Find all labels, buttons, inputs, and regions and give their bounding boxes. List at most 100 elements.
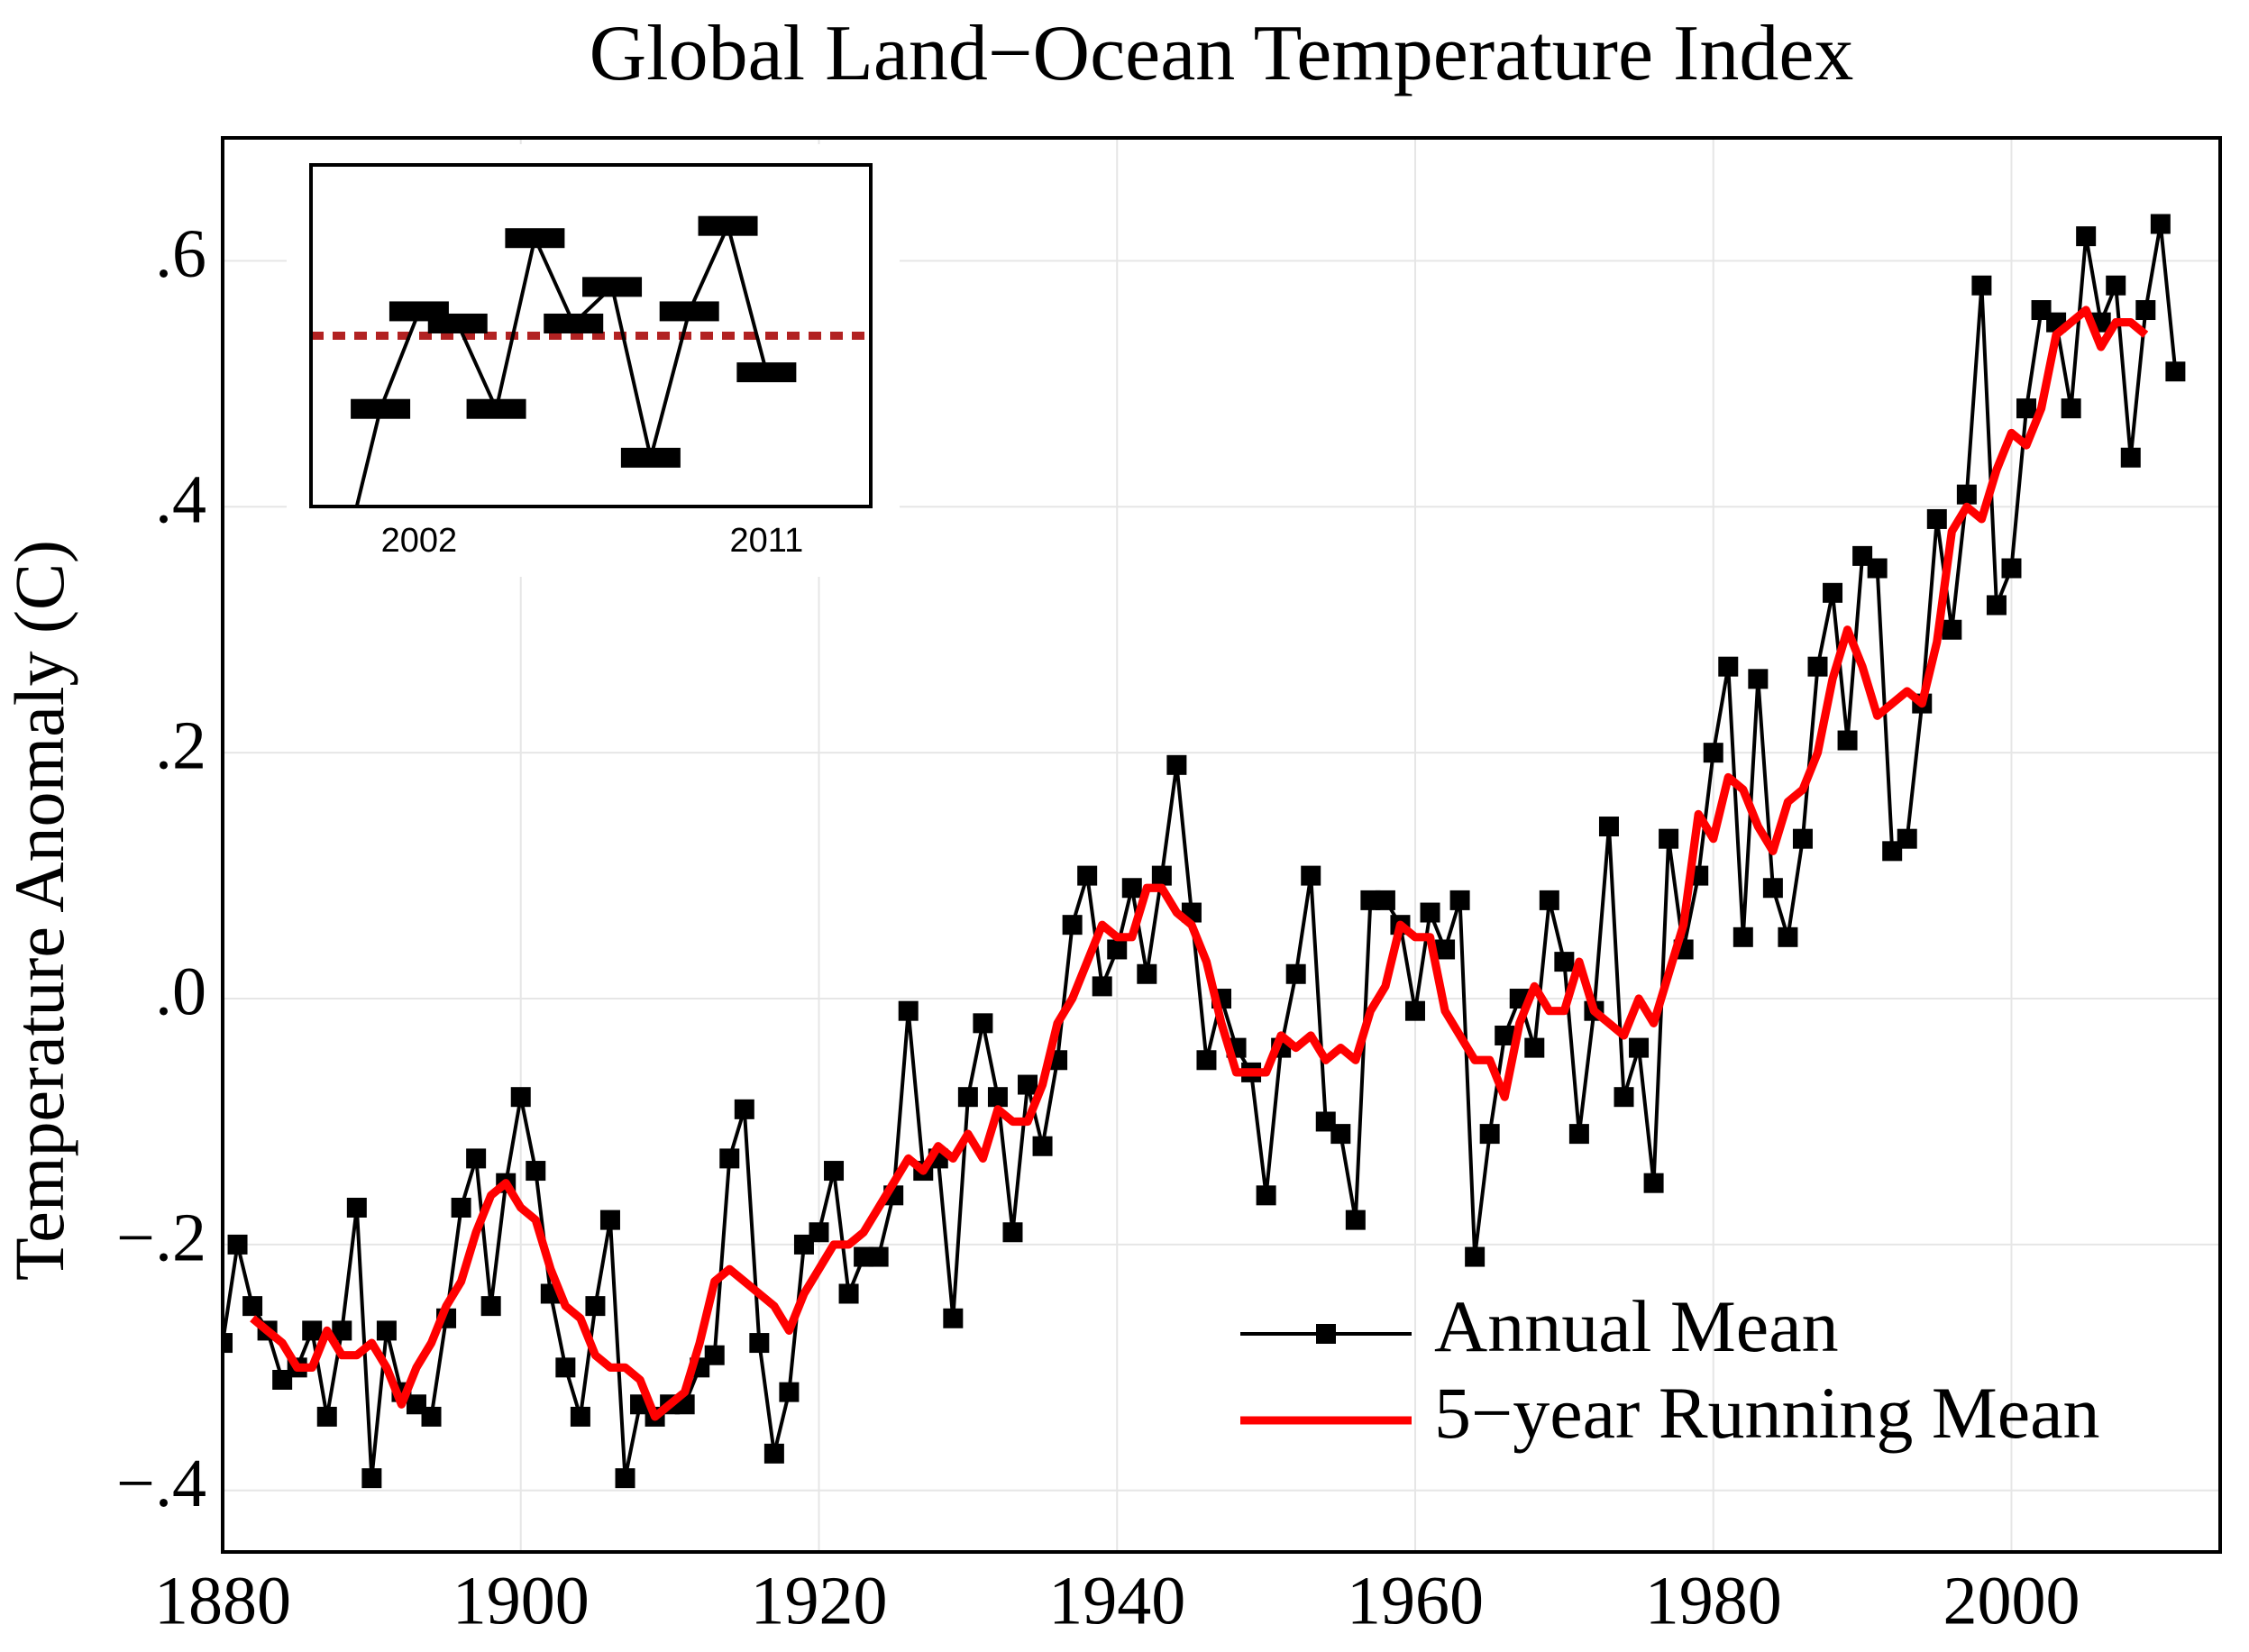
y-tick-label: .6 — [155, 216, 206, 292]
marker — [1807, 656, 1828, 677]
marker — [526, 1161, 546, 1182]
marker — [1942, 619, 1962, 640]
marker — [957, 1087, 978, 1108]
marker — [809, 1222, 829, 1243]
marker — [466, 398, 526, 419]
marker — [351, 398, 411, 419]
marker — [943, 1308, 964, 1328]
marker — [582, 277, 643, 297]
marker — [1568, 1124, 1589, 1145]
marker — [1748, 669, 1769, 689]
marker — [1852, 545, 1873, 566]
marker — [1404, 1000, 1425, 1021]
marker — [480, 1296, 501, 1317]
x-tick-label: 2011 — [730, 522, 804, 560]
marker — [1256, 1185, 1276, 1206]
marker — [1465, 1246, 1486, 1267]
marker — [2106, 275, 2126, 296]
y-tick-label: .0 — [155, 954, 206, 1029]
legend-label: 5−year Running Mean — [1434, 1372, 2100, 1454]
marker — [421, 1406, 442, 1427]
marker — [2150, 214, 2171, 234]
marker — [227, 1234, 248, 1255]
marker — [544, 313, 604, 333]
marker — [1897, 828, 1917, 849]
marker — [376, 1320, 397, 1341]
x-tick-label: 1900 — [453, 1563, 590, 1638]
chart-title: Global Land−Ocean Temperature Index — [590, 10, 1854, 97]
marker — [1077, 865, 1098, 886]
marker — [1121, 878, 1142, 899]
marker — [1718, 656, 1739, 677]
marker — [854, 1246, 874, 1267]
marker — [1926, 508, 1947, 529]
marker — [734, 1099, 754, 1119]
marker — [1524, 1037, 1545, 1058]
inset-frame — [309, 163, 873, 508]
ticks: −.4 −.2 .0 .2 .4 .6 1880 1900 1920 1940 1960 1980 20… — [116, 216, 2080, 1639]
marker — [272, 1369, 293, 1390]
marker — [1703, 743, 1723, 763]
marker — [1882, 841, 1903, 862]
marker — [1002, 1222, 1023, 1243]
marker — [2001, 558, 2022, 579]
inset-ticks: 2002 2011 — [381, 522, 804, 560]
marker — [1598, 817, 1619, 837]
marker — [427, 313, 488, 333]
series-line — [354, 224, 769, 507]
marker — [1629, 1037, 1650, 1058]
y-tick-label: −.4 — [116, 1446, 206, 1521]
marker — [1375, 890, 1395, 910]
marker — [1032, 1136, 1053, 1156]
marker — [302, 1320, 323, 1341]
marker — [987, 1087, 1008, 1108]
x-tick-label: 2002 — [381, 522, 458, 560]
marker — [1792, 828, 1813, 849]
marker — [1137, 963, 1157, 984]
marker — [898, 1000, 919, 1021]
marker — [838, 1283, 859, 1304]
marker — [1062, 915, 1083, 936]
marker — [1285, 963, 1306, 984]
marker — [2135, 300, 2156, 321]
marker — [316, 1406, 337, 1427]
marker — [824, 1161, 845, 1182]
marker — [2031, 300, 2052, 321]
marker — [1778, 926, 1798, 947]
marker — [749, 1333, 770, 1354]
x-tick-label: 1980 — [1645, 1563, 1782, 1638]
marker — [1107, 939, 1128, 960]
marker — [555, 1357, 576, 1378]
marker — [719, 1148, 740, 1169]
marker — [1823, 582, 1843, 603]
y-tick-label: .4 — [155, 462, 206, 538]
marker — [242, 1296, 263, 1317]
marker — [2016, 398, 2037, 419]
marker — [1659, 828, 1679, 849]
marker — [1956, 484, 1977, 505]
marker — [1018, 1074, 1038, 1095]
marker — [698, 215, 758, 236]
marker — [1986, 595, 2007, 616]
marker — [1360, 890, 1381, 910]
marker — [779, 1382, 800, 1402]
marker — [451, 1197, 471, 1218]
marker — [1614, 1087, 1634, 1108]
marker — [1643, 1173, 1664, 1193]
marker — [615, 1468, 635, 1489]
y-tick-label: −.2 — [116, 1200, 206, 1275]
marker — [570, 1406, 590, 1427]
marker — [332, 1320, 352, 1341]
plot-area — [223, 214, 2186, 1489]
marker — [1345, 1209, 1366, 1230]
marker — [704, 1345, 725, 1365]
plot-frame — [221, 136, 2222, 1554]
legend-label: Annual Mean — [1434, 1285, 1839, 1367]
x-tick-label: 2000 — [1943, 1563, 2080, 1638]
marker — [2120, 447, 2141, 468]
marker — [223, 1333, 233, 1354]
marker — [1971, 275, 1992, 296]
marker — [599, 1209, 620, 1230]
